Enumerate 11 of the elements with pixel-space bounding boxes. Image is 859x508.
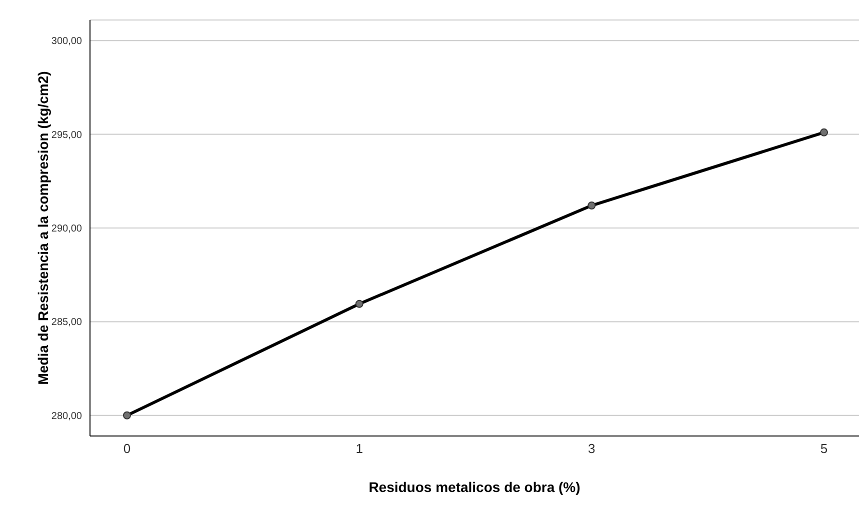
x-tick-label: 1 [356,441,363,456]
y-axis-title: Media de Resistencia a la compresion (kg/cm2) [35,71,51,385]
x-tick-label: 5 [820,441,828,456]
y-tick-label: 280,00 [51,410,82,422]
y-tick-label: 285,00 [51,317,82,328]
y-tick-label: 290,00 [51,224,82,235]
x-axis-title: Residuos metalicos de obra (%) [368,479,580,495]
x-tick-label: 0 [123,441,131,456]
y-tick-label: 295,00 [51,130,82,141]
x-tick-label: 3 [588,441,596,456]
y-tick-label: 300,00 [51,36,82,48]
